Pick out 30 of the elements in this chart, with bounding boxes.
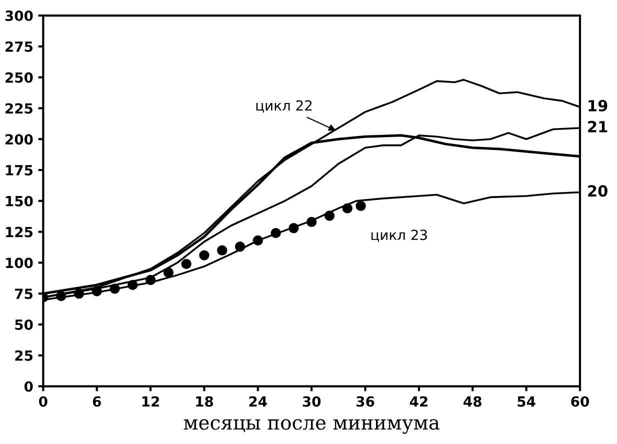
y-tick-label: 225 (6, 103, 32, 114)
annotation: цикл 23 (371, 230, 427, 242)
y-tick-label: 275 (6, 41, 32, 52)
x-tick-label: 54 (518, 396, 536, 407)
x-axis-title: месяцы после минимума (184, 419, 440, 434)
x-tick-label: 24 (249, 396, 267, 407)
y-tick-label: 175 (6, 165, 32, 176)
y-tick-label: 50 (15, 319, 33, 330)
y-tick-label: 200 (6, 134, 33, 145)
x-tick-label: 48 (464, 396, 482, 407)
x-tick-label: 6 (92, 396, 101, 407)
annotation: цикл 22 (256, 100, 312, 112)
x-tick-label: 60 (571, 396, 589, 407)
series-label: 21 (588, 120, 608, 132)
y-tick-label: 125 (6, 226, 32, 238)
x-tick-label: 12 (142, 396, 160, 407)
x-tick-label: 0 (39, 396, 48, 407)
series-label: 20 (588, 185, 608, 197)
x-tick-label: 30 (302, 396, 321, 407)
y-tick-label: 0 (24, 381, 33, 392)
y-tick-label: 75 (15, 288, 32, 300)
x-tick-label: 36 (356, 396, 374, 407)
y-tick-label: 150 (6, 196, 33, 206)
y-tick-label: 300 (5, 10, 33, 22)
y-tick-label: 250 (6, 72, 33, 83)
y-tick-label: 25 (15, 350, 32, 361)
y-tick-label: 100 (6, 258, 33, 268)
x-tick-label: 18 (196, 396, 214, 407)
x-tick-label: 42 (410, 396, 428, 407)
series-label: 19 (588, 100, 608, 112)
